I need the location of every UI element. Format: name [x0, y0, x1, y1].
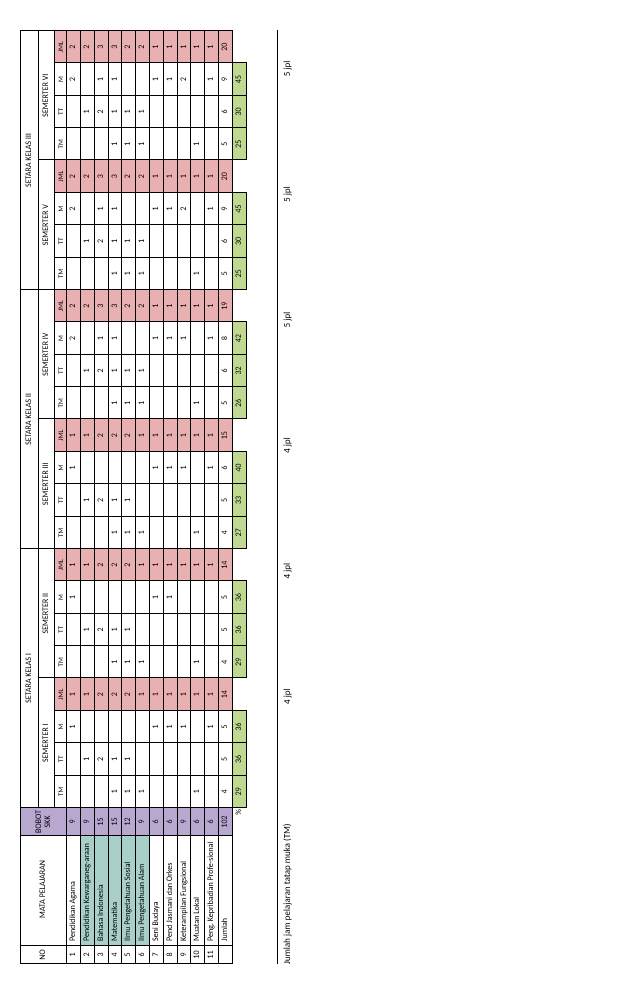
footer-val: 4 jpl: [282, 563, 293, 579]
hdr-sub: TM: [54, 775, 67, 807]
hdr-sub: TM: [54, 387, 67, 419]
hdr-sub: M: [54, 322, 67, 354]
hdr-setara-1: SETARA KELAS I: [21, 549, 39, 808]
hdr-sub: TT: [54, 484, 67, 516]
table-row: 8Pend Jasmani dan Orkes6111111111111: [163, 31, 177, 964]
hdr-sub: TT: [54, 743, 67, 775]
hdr-mata: MATA PELAJARAN: [21, 836, 67, 946]
hdr-sub: JML: [54, 419, 67, 451]
hdr-sub: TM: [54, 646, 67, 678]
total-row: Jumlah102455144551445615568195692056920: [219, 31, 233, 964]
hdr-skk: BOBOT SKK: [21, 808, 67, 836]
hdr-no: NO: [21, 946, 67, 964]
hdr-sem-2: SEMERTER II: [38, 549, 54, 679]
hdr-sub: JML: [54, 678, 67, 710]
hdr-sub: TT: [54, 225, 67, 257]
table-row: 1Pendidikan Agama9111111222222: [67, 31, 81, 964]
footer-label: Jumlah jam pelajaran tatap muka (TM): [282, 764, 293, 964]
hdr-sem-4: SEMERTER IV: [38, 290, 54, 420]
table-row: 6Ilmu Pengetahuan Alam9111111112112112: [136, 31, 150, 964]
hdr-sem-6: SEMERTER VI: [38, 31, 54, 161]
curriculum-table: NO MATA PELAJARAN BOBOT SKK SETARA KELAS…: [20, 30, 247, 964]
hdr-sub: TT: [54, 613, 67, 645]
table-row: 3Bahasa Indonesia15222222213213213: [94, 31, 108, 964]
hdr-sub: JML: [54, 160, 67, 192]
footer-val: 4 jpl: [282, 688, 293, 704]
footer-val: 4 jpl: [282, 437, 293, 453]
hdr-sub: JML: [54, 31, 67, 63]
hdr-sub: TM: [54, 516, 67, 548]
table-row: 5Ilmu Pengetahuan Sosial1211211211211211…: [122, 31, 136, 964]
hdr-sem-1: SEMERTER I: [38, 678, 54, 808]
table-row: 11Peng. Kepribadian Profe-sional61111111…: [205, 31, 219, 964]
hdr-sub: M: [54, 63, 67, 95]
hdr-sub: M: [54, 451, 67, 483]
table-row: 7Seni Budaya6111111111111: [150, 31, 164, 964]
hdr-sub: TM: [54, 128, 67, 160]
hdr-sub: M: [54, 192, 67, 224]
footer-val: 5 jpl: [282, 61, 293, 77]
hdr-sub: M: [54, 581, 67, 613]
hdr-sub: JML: [54, 290, 67, 322]
hdr-sub: M: [54, 710, 67, 742]
hdr-sub: TT: [54, 95, 67, 127]
hdr-setara-2: SETARA KELAS II: [21, 290, 39, 549]
table-row: 4Matematika15112112112111311131113: [108, 31, 122, 964]
table-row: 2Pendidikan Kewarganeg-araan911111112121…: [81, 31, 95, 964]
footer-val: 5 jpl: [282, 186, 293, 202]
footer: Jumlah jam pelajaran tatap muka (TM) 4 j…: [277, 30, 293, 964]
hdr-sub: JML: [54, 549, 67, 581]
table-row: 10Muatan Lokal6111111111111: [191, 31, 205, 964]
hdr-sub: TT: [54, 354, 67, 386]
footer-val: 5 jpl: [282, 312, 293, 328]
hdr-sub: TM: [54, 257, 67, 289]
hdr-sem-3: SEMERTER III: [38, 419, 54, 549]
table-row: 9Keterampilan Fungsional911111112121: [177, 31, 191, 964]
hdr-setara-3: SETARA KELAS III: [21, 31, 39, 290]
pct-row: %293636293636273340263242253045253045: [232, 31, 246, 964]
hdr-sem-5: SEMERTER V: [38, 160, 54, 290]
